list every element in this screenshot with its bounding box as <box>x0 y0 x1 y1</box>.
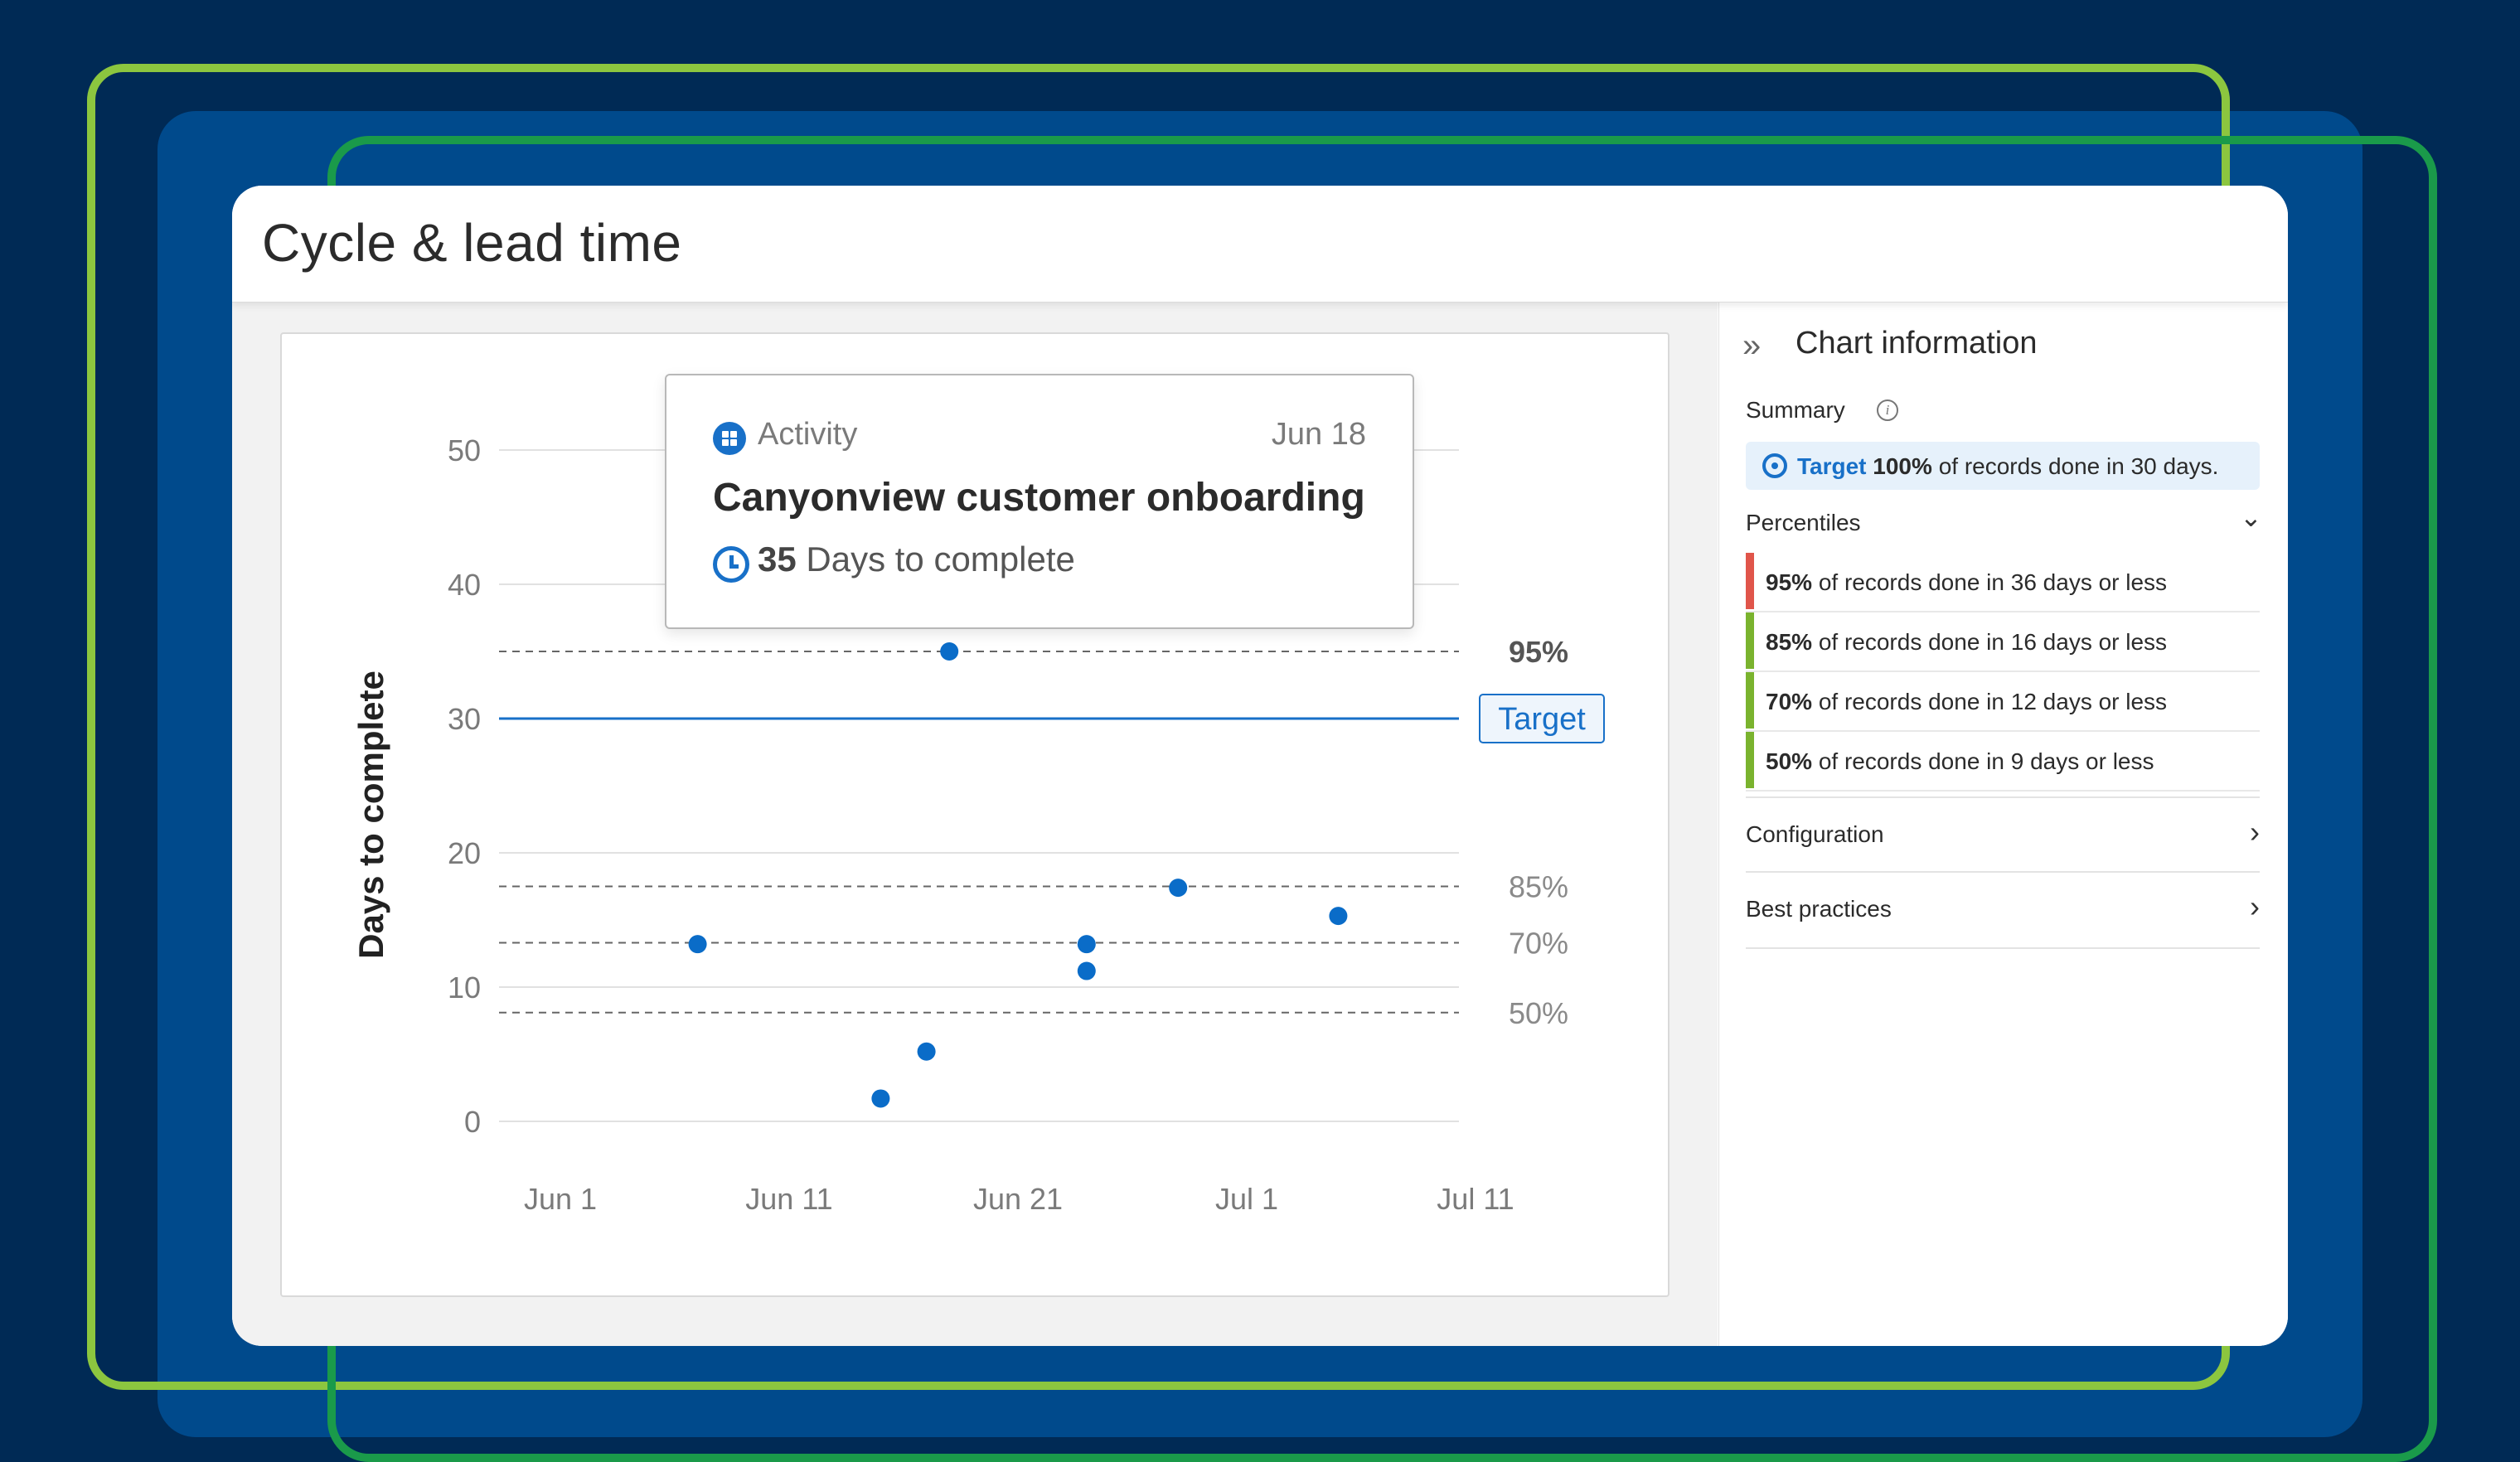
best-practices-label: Best practices <box>1746 896 1892 922</box>
percentiles-label: Percentiles <box>1746 510 1861 535</box>
percentile-line-label: 50% <box>1509 996 1568 1030</box>
y-tick-label: 20 <box>448 836 481 870</box>
tooltip-date: Jun 18 <box>1271 417 1366 452</box>
y-tick-label: 10 <box>448 971 481 1005</box>
target-rest: of records done in 30 days. <box>1938 453 2219 479</box>
x-tick-label: Jul 11 <box>1437 1182 1514 1216</box>
percentile-text: 95% of records done in 36 days or less <box>1766 569 2167 596</box>
y-tick-label: 50 <box>448 433 481 467</box>
percentile-row-95: 95% of records done in 36 days or less <box>1746 553 2260 612</box>
target-line-label-box <box>1479 694 1605 743</box>
percentile-value: 85% <box>1766 629 1813 655</box>
card-header: Cycle & lead time <box>232 186 2288 303</box>
clock-icon <box>713 546 749 583</box>
tooltip-category: Activity <box>758 417 858 452</box>
configuration-row[interactable]: Configuration › <box>1746 796 2260 873</box>
chevron-right-icon: › <box>2250 889 2260 923</box>
data-point <box>917 1042 936 1061</box>
report-card: Cycle & lead time 0 10 20 30 40 50 Jun 1 Jun 11… <box>232 186 2288 1346</box>
percentile-line-label: 85% <box>1509 870 1568 904</box>
chart-area: 0 10 20 30 40 50 Jun 1 Jun 11 Jun 21 Jul 1 Jul 11 D… <box>232 303 1718 1346</box>
percentile-row-50: 50% of records done in 9 days or less <box>1746 732 2260 792</box>
x-tick-label: Jun 1 <box>524 1182 597 1216</box>
scatter-chart: 0 10 20 30 40 50 Jun 1 Jun 11 Jun 21 Jul 1 Jul 11 D… <box>351 433 1605 1216</box>
tooltip-title: Canyonview customer onboarding <box>713 476 1365 520</box>
target-word: Target <box>1797 453 1867 479</box>
collapse-panel-icon[interactable]: » <box>1742 327 1762 364</box>
percentile-line-label: 70% <box>1509 927 1568 961</box>
data-point <box>1077 961 1096 980</box>
point-tooltip: Activity Jun 18 Canyonview customer onbo… <box>665 374 1414 629</box>
percentile-color-bar <box>1746 612 1754 669</box>
percentile-description: of records done in 36 days or less <box>1818 569 2168 595</box>
percentile-value: 70% <box>1766 689 1813 714</box>
x-tick-label: Jun 21 <box>973 1182 1063 1216</box>
percentile-text: 85% of records done in 16 days or less <box>1766 629 2167 656</box>
activity-icon <box>713 422 746 455</box>
percentile-color-bar <box>1746 732 1754 788</box>
summary-label: Summary <box>1746 397 1845 423</box>
target-icon <box>1762 453 1787 478</box>
tooltip-days-value: 35 <box>758 540 797 579</box>
data-point <box>1169 879 1188 898</box>
percentile-text: 50% of records done in 9 days or less <box>1766 748 2154 775</box>
tooltip-days: 35 Days to complete <box>758 540 1075 579</box>
target-summary-text: Target 100% of records done in 30 days. <box>1797 453 2218 480</box>
data-point <box>688 935 707 954</box>
chevron-right-icon: › <box>2250 815 2260 849</box>
percentile-row-70: 70% of records done in 12 days or less <box>1746 672 2260 732</box>
x-tick-label: Jun 11 <box>745 1182 832 1216</box>
percentile-description: of records done in 9 days or less <box>1818 748 2154 774</box>
y-tick-label: 30 <box>448 702 481 736</box>
data-point <box>940 642 959 661</box>
data-point <box>1077 935 1096 954</box>
percentile-row-85: 85% of records done in 16 days or less <box>1746 612 2260 672</box>
target-line-label: Target <box>1498 702 1586 737</box>
y-tick-label: 40 <box>448 568 481 602</box>
chart-information-panel: » Chart information Summary i Target 100… <box>1718 303 2288 1346</box>
percentile-value: 50% <box>1766 748 1813 774</box>
panel-title: Chart information <box>1796 326 2038 361</box>
percentile-text: 70% of records done in 12 days or less <box>1766 689 2167 715</box>
percentile-line-label: 95% <box>1509 635 1568 669</box>
data-point <box>1329 907 1348 926</box>
info-icon[interactable]: i <box>1877 399 1898 421</box>
tooltip-days-label: Days to complete <box>806 540 1075 579</box>
data-point <box>871 1089 890 1108</box>
y-axis-label: Days to complete <box>351 670 390 959</box>
y-tick-label: 0 <box>464 1105 481 1139</box>
best-practices-row[interactable]: Best practices › <box>1746 871 2260 949</box>
target-summary: Target 100% of records done in 30 days. <box>1746 442 2260 490</box>
percentile-value: 95% <box>1766 569 1813 595</box>
x-tick-label: Jul 1 <box>1215 1182 1278 1216</box>
chart-panel: 0 10 20 30 40 50 Jun 1 Jun 11 Jun 21 Jul 1 Jul 11 D… <box>280 332 1670 1297</box>
configuration-label: Configuration <box>1746 821 1884 847</box>
chevron-down-icon[interactable]: ⌄ <box>2240 502 2262 532</box>
percentile-description: of records done in 16 days or less <box>1818 629 2168 655</box>
percentile-description: of records done in 12 days or less <box>1818 689 2168 714</box>
target-pct: 100% <box>1873 453 1932 479</box>
percentile-color-bar <box>1746 672 1754 729</box>
page-title: Cycle & lead time <box>262 213 682 273</box>
percentile-color-bar <box>1746 553 1754 609</box>
